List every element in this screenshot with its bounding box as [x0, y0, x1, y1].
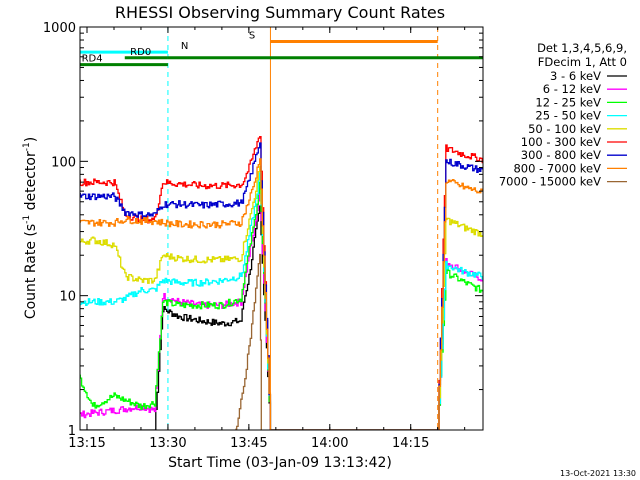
x-axis-ticks: 13:15 13:30 13:45 14:00 14:15: [68, 27, 466, 451]
y-axis-label: Count Rate (s-1 detector-1): [22, 137, 39, 319]
series-line-3: [80, 172, 483, 430]
plot-area: N S RD0 RD4: [80, 27, 483, 430]
x-tick-label-0: 13:15: [68, 436, 105, 451]
chart-title: RHESSI Observing Summary Count Rates: [115, 3, 445, 22]
x-tick-label-2: 13:45: [230, 436, 267, 451]
plot-frame: [79, 26, 484, 431]
legend: Det 1,3,4,5,6,9, FDecim 1, Att 0 3 - 6 k…: [499, 41, 627, 189]
y-axis-ticks: 1 10 100 1000: [43, 21, 483, 439]
series-line-5: [80, 136, 483, 430]
footer-date: 13-Oct-2021 13:30: [560, 469, 636, 478]
y-tick-label-1: 10: [59, 290, 76, 305]
x-tick-label-3: 14:00: [311, 436, 348, 451]
series-line-1: [80, 187, 483, 430]
legend-label-0: 3 - 6 keV: [550, 69, 601, 83]
x-tick-label-4: 14:15: [392, 436, 429, 451]
state-bar-label-4: RD4: [82, 54, 103, 65]
series-line-6: [80, 142, 483, 430]
state-bar-label-0: N: [181, 41, 188, 52]
legend-header-1: Det 1,3,4,5,6,9,: [537, 41, 627, 55]
state-bar-label-3: RD0: [130, 47, 151, 58]
legend-label-1: 6 - 12 keV: [543, 82, 601, 96]
y-tick-label-0: 1: [68, 424, 76, 439]
legend-label-2: 12 - 25 keV: [535, 95, 601, 109]
x-axis-label: Start Time (03-Jan-09 13:13:42): [168, 455, 392, 471]
y-tick-label-2: 100: [51, 155, 76, 170]
legend-label-7: 800 - 7000 keV: [513, 161, 601, 175]
series-line-2: [80, 181, 483, 430]
legend-label-8: 7000 - 15000 keV: [499, 175, 601, 189]
legend-label-4: 50 - 100 keV: [528, 122, 601, 136]
series-line-7: [80, 158, 483, 430]
y-tick-label-3: 1000: [43, 21, 76, 36]
legend-label-5: 100 - 300 keV: [521, 135, 601, 149]
legend-label-3: 25 - 50 keV: [535, 109, 601, 123]
legend-header-2: FDecim 1, Att 0: [538, 55, 627, 69]
legend-label-6: 300 - 800 keV: [521, 148, 601, 162]
series-line-8: [235, 253, 262, 430]
series-line-0: [80, 205, 272, 430]
state-bar-label-2: S: [249, 30, 255, 41]
x-tick-label-1: 13:30: [149, 436, 186, 451]
series-line-4: [80, 165, 483, 430]
